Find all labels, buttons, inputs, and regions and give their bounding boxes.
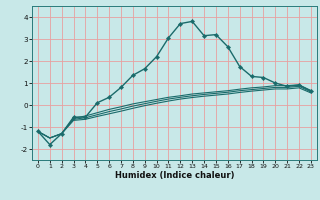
X-axis label: Humidex (Indice chaleur): Humidex (Indice chaleur) [115,171,234,180]
